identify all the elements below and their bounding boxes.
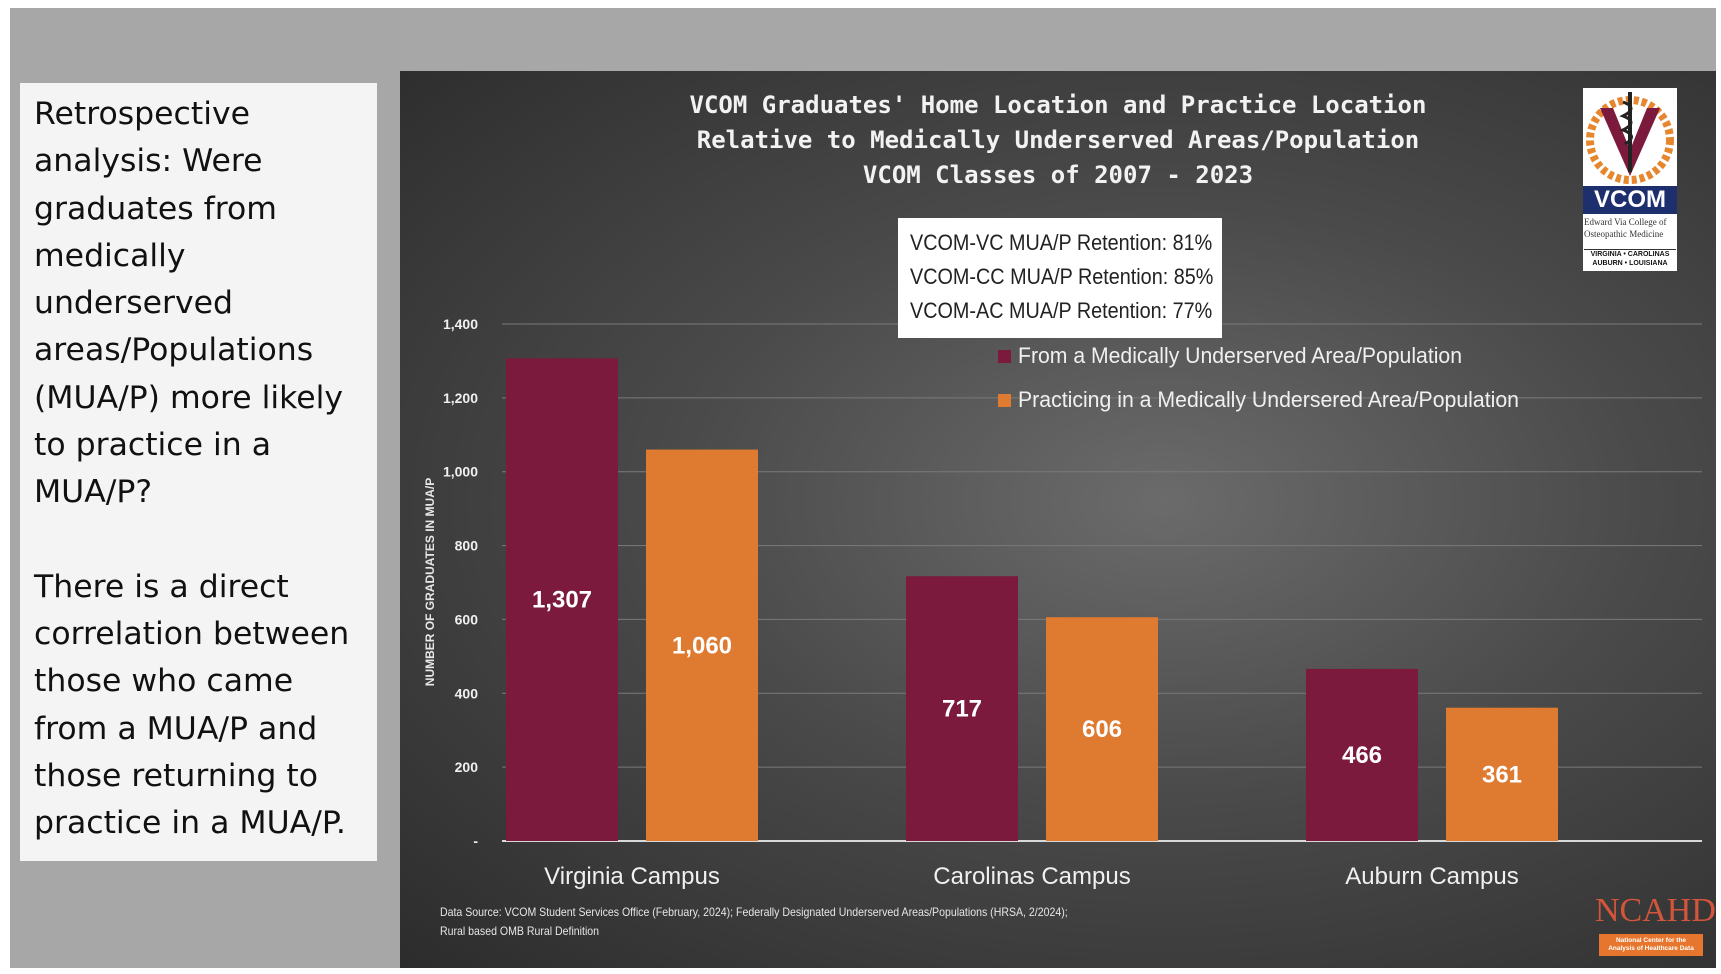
bar-practicing-mua	[646, 449, 758, 841]
y-tick-label: 600	[455, 611, 479, 627]
logo-subtitle-line: Osteopathic Medicine	[1584, 229, 1664, 239]
y-tick-label: -	[473, 833, 478, 849]
legend-swatch	[998, 350, 1011, 363]
legend-label: From a Medically Underserved Area/Popula…	[1018, 343, 1462, 368]
chart-title-line-3: VCOM Classes of 2007 - 2023	[862, 161, 1254, 189]
side-text-line: medically	[34, 237, 186, 274]
logo-campuses: VIRGINIA • CAROLINAS AUBURN • LOUISIANA	[1584, 249, 1676, 268]
chart-title-line-2: Relative to Medically Underserved Areas/…	[696, 126, 1420, 154]
bar-from-mua	[906, 576, 1018, 841]
bar-from-mua	[1306, 668, 1418, 841]
retention-note: VCOM-AC MUA/P Retention: 77%	[910, 298, 1213, 323]
data-source-line: Rural based OMB Rural Definition	[440, 924, 600, 938]
y-tick-label: 1,200	[443, 390, 478, 406]
caduceus-icon	[1586, 92, 1674, 184]
side-text-line: (MUA/P) more likely	[34, 379, 343, 416]
data-label: 466	[1342, 742, 1382, 769]
x-category-label: Carolinas Campus	[933, 863, 1130, 890]
side-text-line: areas/Populations	[34, 332, 314, 369]
legend-swatch	[998, 394, 1011, 407]
data-label: 1,307	[532, 587, 592, 614]
ncahd-subtitle-line: Analysis of Healthcare Data	[1608, 945, 1694, 952]
retention-note: VCOM-CC MUA/P Retention: 85%	[910, 264, 1214, 289]
vcom-logo: VCOM Edward Via College of Osteopathic M…	[1583, 88, 1677, 271]
bar-practicing-mua	[1446, 707, 1558, 841]
side-text-line: from a MUA/P and	[34, 710, 318, 747]
chart-panel: VCOM Graduates' Home Location and Practi…	[400, 71, 1716, 968]
side-text-line: analysis: Were	[34, 143, 263, 180]
logo-subtitle-line: Edward Via College of	[1584, 217, 1667, 227]
side-text-line: to practice in a	[34, 427, 272, 464]
side-text-line: MUA/P?	[34, 474, 153, 511]
retention-note: VCOM-VC MUA/P Retention: 81%	[910, 230, 1213, 255]
side-text-box: Retrospective analysis: Were graduates f…	[20, 83, 377, 861]
logo-campus-line: VIRGINIA • CAROLINAS	[1590, 251, 1670, 258]
y-tick-label: 1,000	[443, 464, 478, 480]
legend-label: Practicing in a Medically Undersered Are…	[1018, 387, 1519, 412]
data-label: 717	[942, 696, 982, 723]
ncahd-logo: NCAHD National Center for the Analysis o…	[1595, 891, 1716, 961]
side-text-line: practice in a MUA/P.	[34, 805, 346, 842]
logo-campus-line: AUBURN • LOUISIANA	[1592, 260, 1668, 267]
ncahd-subtitle-line: National Center for the	[1615, 937, 1687, 944]
side-text-line: correlation between	[34, 615, 350, 652]
y-tick-label: 400	[455, 685, 479, 701]
bar-practicing-mua	[1046, 617, 1158, 841]
retention-box: VCOM-VC MUA/P Retention: 81% VCOM-CC MUA…	[898, 218, 1222, 338]
data-source-note: Data Source: VCOM Student Services Offic…	[440, 903, 1068, 941]
side-text-line: graduates from	[34, 190, 277, 227]
x-category-label: Virginia Campus	[544, 863, 720, 890]
data-label: 1,060	[672, 632, 732, 659]
data-source-line: Data Source: VCOM Student Services Offic…	[440, 905, 1068, 919]
logo-wordmark: VCOM	[1583, 186, 1677, 214]
ncahd-subtitle: National Center for the Analysis of Heal…	[1599, 934, 1703, 956]
bar-from-mua	[506, 358, 618, 841]
ncahd-wordmark: NCAHD	[1595, 892, 1716, 929]
y-tick-label: 1,400	[443, 316, 478, 332]
data-label: 606	[1082, 716, 1122, 743]
y-axis-label: NUMBER OF GRADUATES IN MUA/P	[423, 478, 437, 686]
logo-subtitle: Edward Via College of Osteopathic Medici…	[1584, 216, 1676, 240]
y-tick-label: 800	[455, 538, 479, 554]
side-text-line: those who came	[34, 663, 294, 700]
chart-title-line-1: VCOM Graduates' Home Location and Practi…	[689, 91, 1427, 119]
side-text-line: underserved	[34, 285, 234, 322]
side-text-line: There is a direct	[34, 568, 289, 605]
y-tick-label: 200	[455, 759, 479, 775]
data-label: 361	[1482, 761, 1522, 788]
side-text-line: those returning to	[34, 757, 319, 794]
side-text-line: Retrospective	[34, 96, 250, 132]
x-category-label: Auburn Campus	[1345, 863, 1518, 890]
bar-chart: - 200 400 600 800 1,000 1,200 1,400 NUMBER OF GR…	[423, 316, 1702, 890]
